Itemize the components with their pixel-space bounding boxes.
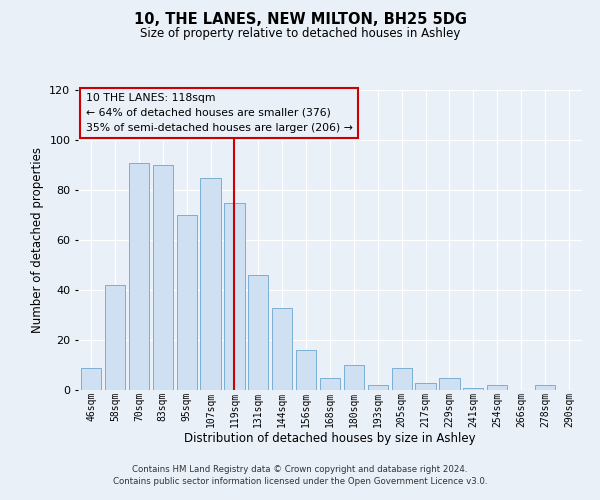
Bar xyxy=(176,215,197,390)
Bar xyxy=(248,275,268,390)
Bar xyxy=(487,385,508,390)
Bar xyxy=(439,378,460,390)
Bar xyxy=(296,350,316,390)
Bar xyxy=(272,308,292,390)
Bar xyxy=(152,165,173,390)
Bar xyxy=(344,365,364,390)
Bar xyxy=(415,382,436,390)
Bar xyxy=(392,368,412,390)
Text: Size of property relative to detached houses in Ashley: Size of property relative to detached ho… xyxy=(140,28,460,40)
Text: 10 THE LANES: 118sqm
← 64% of detached houses are smaller (376)
35% of semi-deta: 10 THE LANES: 118sqm ← 64% of detached h… xyxy=(86,93,352,132)
Bar xyxy=(535,385,555,390)
Bar xyxy=(368,385,388,390)
Bar xyxy=(224,202,245,390)
Bar xyxy=(81,368,101,390)
Text: 10, THE LANES, NEW MILTON, BH25 5DG: 10, THE LANES, NEW MILTON, BH25 5DG xyxy=(133,12,467,28)
Bar xyxy=(200,178,221,390)
Bar xyxy=(320,378,340,390)
Text: Contains public sector information licensed under the Open Government Licence v3: Contains public sector information licen… xyxy=(113,477,487,486)
Y-axis label: Number of detached properties: Number of detached properties xyxy=(31,147,44,333)
Bar xyxy=(463,388,484,390)
X-axis label: Distribution of detached houses by size in Ashley: Distribution of detached houses by size … xyxy=(184,432,476,445)
Bar xyxy=(105,285,125,390)
Text: Contains HM Land Registry data © Crown copyright and database right 2024.: Contains HM Land Registry data © Crown c… xyxy=(132,465,468,474)
Bar xyxy=(129,162,149,390)
